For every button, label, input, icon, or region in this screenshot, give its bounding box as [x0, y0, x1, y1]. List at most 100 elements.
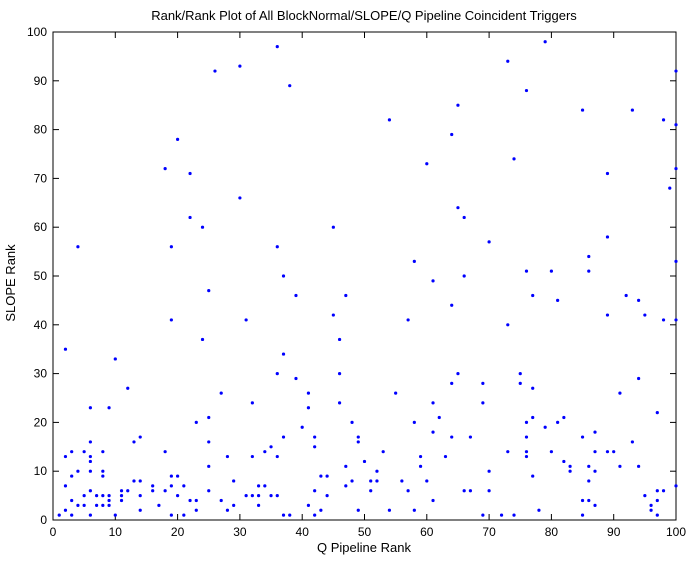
x-tick-label: 40	[296, 525, 310, 539]
data-point	[580, 498, 585, 503]
data-point	[356, 440, 360, 444]
data-point	[101, 469, 105, 473]
data-point	[319, 474, 323, 478]
data-point	[169, 513, 173, 517]
data-point	[450, 303, 454, 307]
data-point	[506, 59, 510, 63]
data-point	[562, 415, 566, 420]
data-point	[151, 489, 155, 493]
data-point	[63, 484, 68, 488]
data-point	[518, 372, 522, 376]
x-tick-label: 10	[109, 525, 123, 539]
data-point	[431, 430, 435, 434]
data-point	[487, 240, 491, 244]
data-point	[562, 459, 566, 464]
data-point	[126, 489, 130, 493]
data-point	[674, 259, 678, 263]
plot-area: 0 10 20 30 40 50 60 70 80 90 100 0 10 20 30 40 50 60 70 80 9…	[27, 25, 686, 539]
data-point	[163, 450, 167, 454]
data-point	[107, 503, 111, 507]
data-point	[119, 494, 124, 498]
data-point	[418, 454, 423, 459]
data-point	[313, 445, 317, 449]
x-tick-label: 80	[545, 525, 559, 539]
data-point	[369, 479, 373, 483]
data-point	[101, 474, 105, 478]
data-point	[661, 318, 666, 322]
data-point	[138, 508, 142, 512]
data-point	[612, 450, 616, 454]
data-point	[163, 489, 167, 493]
data-point	[506, 323, 510, 327]
data-point	[176, 474, 180, 478]
data-point	[387, 118, 392, 122]
data-point	[232, 479, 236, 483]
y-tick-label: 100	[27, 25, 47, 39]
data-point	[605, 235, 610, 239]
data-point	[543, 425, 547, 429]
data-point	[580, 435, 585, 439]
data-point	[70, 498, 74, 503]
data-point	[281, 435, 286, 439]
data-point	[456, 103, 460, 107]
x-tick-label: 30	[233, 525, 247, 539]
x-tick-label: 60	[420, 525, 434, 539]
data-point	[132, 479, 136, 483]
data-point	[400, 479, 404, 483]
data-point	[674, 484, 678, 488]
data-point	[331, 313, 335, 317]
data-point	[300, 425, 304, 429]
data-point	[207, 440, 211, 444]
data-point	[157, 503, 161, 507]
data-point	[531, 474, 535, 478]
data-point	[200, 225, 205, 229]
data-point	[207, 289, 211, 293]
data-point	[275, 372, 279, 376]
data-point	[587, 498, 591, 503]
data-point	[207, 464, 211, 468]
data-point	[126, 386, 130, 390]
data-point	[194, 420, 198, 424]
x-tick-label: 70	[482, 525, 496, 539]
data-point	[281, 352, 286, 356]
data-point	[580, 513, 585, 517]
data-point	[462, 489, 466, 493]
y-tick-label: 50	[34, 269, 48, 283]
data-point	[375, 469, 379, 473]
data-point	[462, 274, 466, 278]
data-point	[238, 196, 242, 200]
data-point	[182, 513, 186, 517]
data-point	[250, 401, 254, 405]
data-point	[70, 474, 74, 478]
data-point	[256, 503, 261, 507]
data-point	[107, 406, 111, 410]
data-point	[580, 108, 585, 112]
data-point	[88, 459, 92, 464]
data-point	[487, 489, 491, 493]
data-point	[437, 415, 441, 420]
data-point	[468, 435, 473, 439]
data-point	[294, 376, 298, 381]
y-tick-label: 40	[34, 318, 48, 332]
data-point	[431, 498, 435, 503]
data-point	[213, 69, 217, 73]
y-tick-label: 90	[34, 74, 48, 88]
data-point	[188, 171, 192, 176]
data-point	[200, 337, 205, 342]
data-point	[643, 494, 647, 498]
data-point	[356, 435, 360, 439]
y-tick-label: 80	[34, 123, 48, 137]
data-point	[499, 513, 504, 517]
data-point	[568, 464, 572, 468]
data-point	[456, 372, 460, 376]
data-point	[524, 435, 529, 439]
data-point	[163, 167, 167, 171]
data-point	[82, 503, 86, 507]
data-point	[275, 494, 279, 498]
data-point	[425, 162, 429, 166]
data-point	[637, 376, 641, 381]
x-tick-label: 20	[171, 525, 185, 539]
data-point	[88, 440, 92, 444]
data-point	[63, 347, 68, 351]
data-point	[169, 245, 173, 249]
